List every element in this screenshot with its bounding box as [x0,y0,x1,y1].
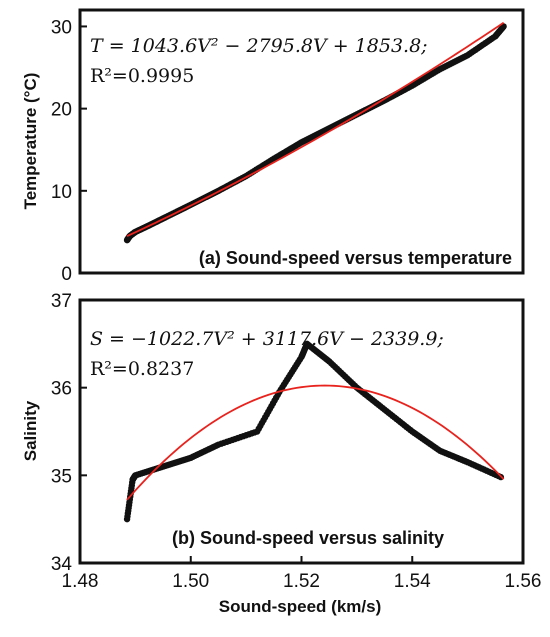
panel-b-plot: 34 35 36 37 1.48 1.50 1.52 1.54 1.56 [51,291,542,592]
panel-a-ylabel: Temperature (°C) [21,73,40,210]
panel-b-equation: S = −1022.7V² + 3117.6V − 2339.9; [90,328,444,350]
panel-a-ytick-label: 20 [51,100,72,121]
panel-b-title: (b) Sound-speed versus salinity [172,528,444,548]
panel-b-xlabel: Sound-speed (km/s) [219,597,381,616]
panel-b-ytick-label: 34 [51,554,73,575]
panel-b-ylabel: Salinity [21,400,40,461]
panel-a-title: (a) Sound-speed versus temperature [199,248,512,268]
panel-a-ytick-label: 0 [61,264,72,285]
panel-b-xtick-label: 1.52 [283,571,320,592]
panel-b-ytick-label: 36 [51,379,72,400]
panel-a-plot: 0 10 20 30 [51,17,507,285]
panel-b-ytick-label: 37 [51,291,72,312]
panel-b-ytick-label: 35 [51,466,72,487]
panel-a-ytick-label: 30 [51,17,72,38]
panel-a-frame [78,8,525,275]
panel-a-r2: R²=0.9995 [90,65,194,87]
panel-b-xtick-label: 1.48 [62,571,99,592]
panel-a-observed-point [500,23,507,30]
panel-b-xtick-label: 1.56 [505,571,542,592]
panel-b-xtick-label: 1.50 [172,571,209,592]
panel-b-xtick-label: 1.54 [394,571,431,592]
panel-a-equation: T = 1043.6V² − 2795.8V + 1853.8; [90,35,428,57]
panel-a-ytick-label: 10 [51,182,72,203]
panel-a-fit-curve [126,21,505,237]
panel-b-r2: R²=0.8237 [90,358,194,380]
panel-b-fit-curve [126,384,505,501]
